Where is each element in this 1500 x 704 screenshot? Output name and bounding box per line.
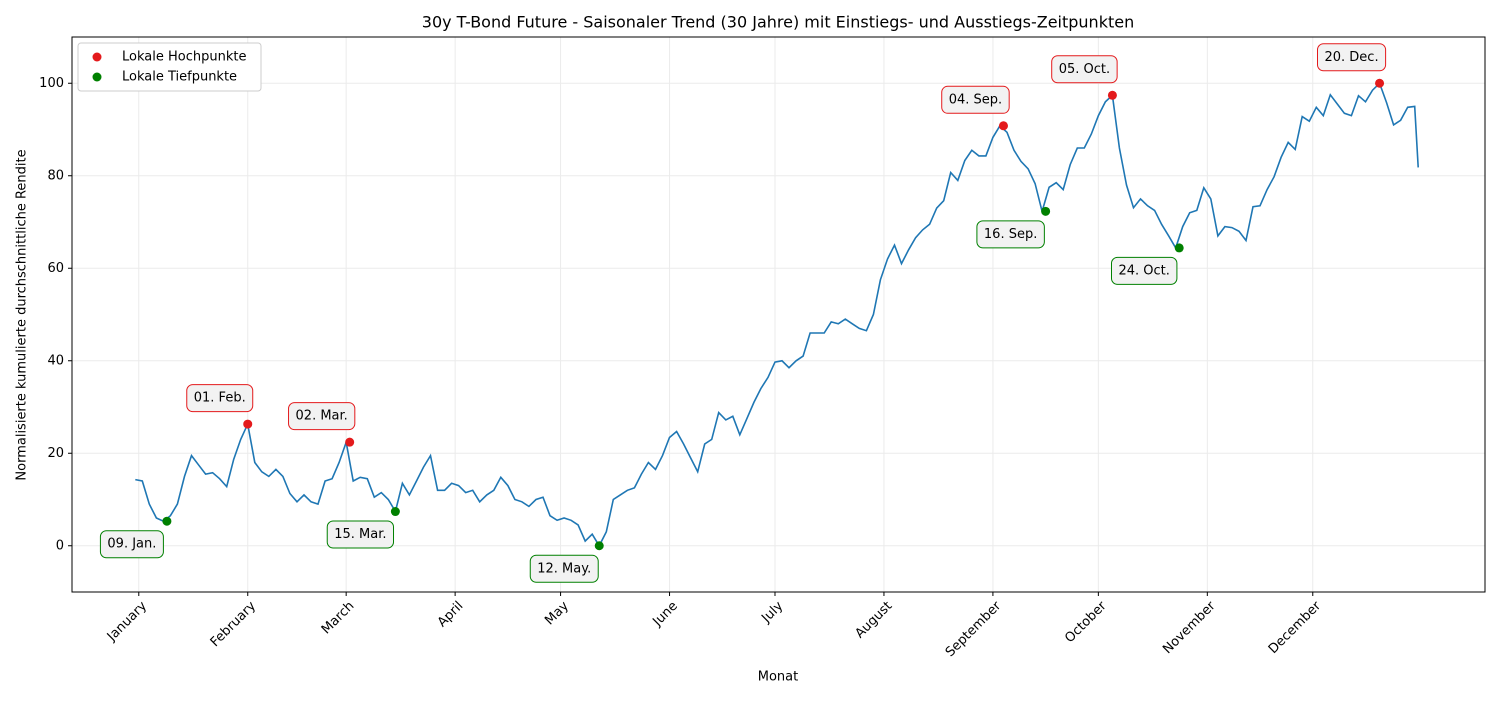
legend-swatch [92,52,102,62]
annotation: 20. Dec. [1316,43,1387,72]
annotation-label: 02. Mar. [296,409,348,424]
annotation-box [186,384,254,413]
legend: Lokale Hochpunkte Lokale Tiefpunkte [77,42,262,92]
annotation-label: 01. Feb. [194,391,246,406]
annotation-label: 24. Oct. [1118,263,1169,278]
legend-label: Lokale Tiefpunkte [122,70,237,85]
annotation-box [529,554,599,583]
y-tick-label: 0 [56,538,64,553]
annotation-label: 09. Jan. [107,537,156,552]
annotation-box [941,85,1010,114]
annotation-box [288,402,356,431]
annotation-box [1316,43,1387,72]
annotation-label: 20. Dec. [1324,50,1378,65]
line [135,81,1419,548]
chart-title: 30y T-Bond Future - Saisonaler Trend (30… [422,13,1134,32]
annotation: 05. Oct. [1051,55,1118,84]
annotation-label: 16. Sep. [984,227,1037,242]
annotation: 24. Oct. [1110,256,1178,285]
annotation-box [99,530,164,559]
plot-frame [71,36,1486,593]
annotation: 16. Sep. [976,220,1045,249]
annotation-label: 12. May. [537,561,591,576]
annotation: 04. Sep. [941,85,1010,114]
annotation-label: 05. Oct. [1059,62,1110,77]
annotation: 02. Mar. [288,402,356,431]
annotation: 12. May. [529,554,599,583]
marker-point [1174,243,1184,253]
marker-point [594,541,604,551]
y-tick-label: 60 [47,261,64,276]
marker-point [1041,206,1051,216]
y-tick-label: 100 [39,76,64,91]
y-tick-label: 80 [47,168,64,183]
annotation-box [1051,55,1118,84]
annotation-label: 15. Mar. [334,527,386,542]
annotation: 09. Jan. [99,530,164,559]
x-axis-label: Monat [758,670,798,685]
marker-point [162,516,172,526]
annotation-box [1110,256,1178,285]
marker-point [390,507,400,517]
annotation-box [976,220,1045,249]
legend-box [77,42,262,92]
annotation: 01. Feb. [186,384,254,413]
marker-point [998,121,1008,131]
legend-label: Lokale Hochpunkte [122,50,246,65]
marker-point [345,437,355,447]
y-tick-label: 40 [47,353,64,368]
legend-swatch [92,72,102,82]
annotation-box [326,520,395,549]
marker-point [1107,90,1117,100]
marker-point [1375,78,1385,88]
y-tick-label: 20 [47,446,64,461]
marker-point [243,419,253,429]
annotation: 15. Mar. [326,520,395,549]
annotation-label: 04. Sep. [949,92,1002,107]
y-axis-label: Normalisierte kumulierte durchschnittlic… [15,149,30,480]
